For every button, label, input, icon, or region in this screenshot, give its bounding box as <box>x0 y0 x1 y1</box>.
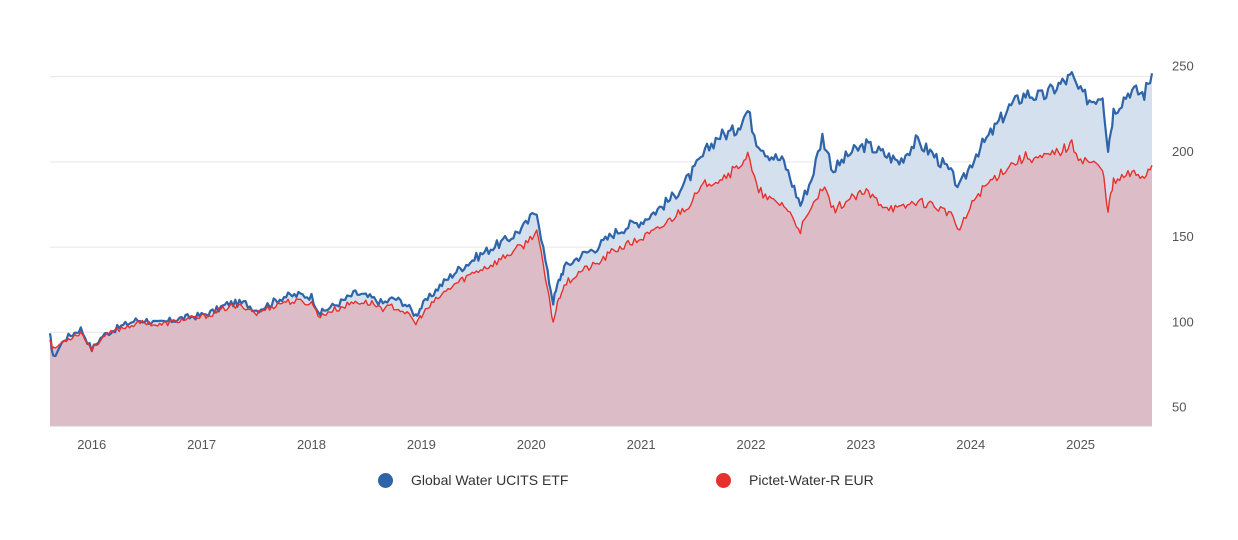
x-tick-label: 2022 <box>737 437 766 450</box>
y-tick-label: 150 <box>1172 229 1194 244</box>
series-line-1 <box>49 139 1153 352</box>
x-tick-label: 2021 <box>627 437 656 450</box>
x-tick-label: 2016 <box>77 437 106 450</box>
x-tick-label: 2025 <box>1066 437 1095 450</box>
legend-dot-icon <box>378 472 393 488</box>
x-tick-label: 2018 <box>297 437 326 450</box>
legend-label: Global Water UCITS ETF <box>411 472 569 488</box>
y-tick-label: 250 <box>1172 59 1194 74</box>
series-area-1 <box>50 139 1152 427</box>
legend: Global Water UCITS ETF Pictet-Water-R EU… <box>0 472 1238 496</box>
y-tick-label: 100 <box>1172 314 1194 329</box>
y-tick-label: 200 <box>1172 144 1194 159</box>
legend-label: Pictet-Water-R EUR <box>749 472 874 488</box>
legend-item-global-water-etf[interactable]: Global Water UCITS ETF <box>378 472 568 488</box>
x-tick-label: 2023 <box>846 437 875 450</box>
legend-dot-icon <box>716 472 731 488</box>
x-tick-label: 2017 <box>187 437 216 450</box>
chart-area: 50 100 150 200 250 2016 2017 2018 2019 2020 2021 20… <box>48 59 1194 450</box>
y-tick-label: 50 <box>1172 399 1186 414</box>
x-tick-label: 2024 <box>956 437 985 450</box>
x-tick-label: 2019 <box>407 437 436 450</box>
chart-plot: 50 100 150 200 250 2016 2017 2018 2019 2020 2021 20… <box>48 59 1194 450</box>
x-tick-label: 2020 <box>517 437 546 450</box>
legend-item-pictet-water[interactable]: Pictet-Water-R EUR <box>716 472 874 488</box>
